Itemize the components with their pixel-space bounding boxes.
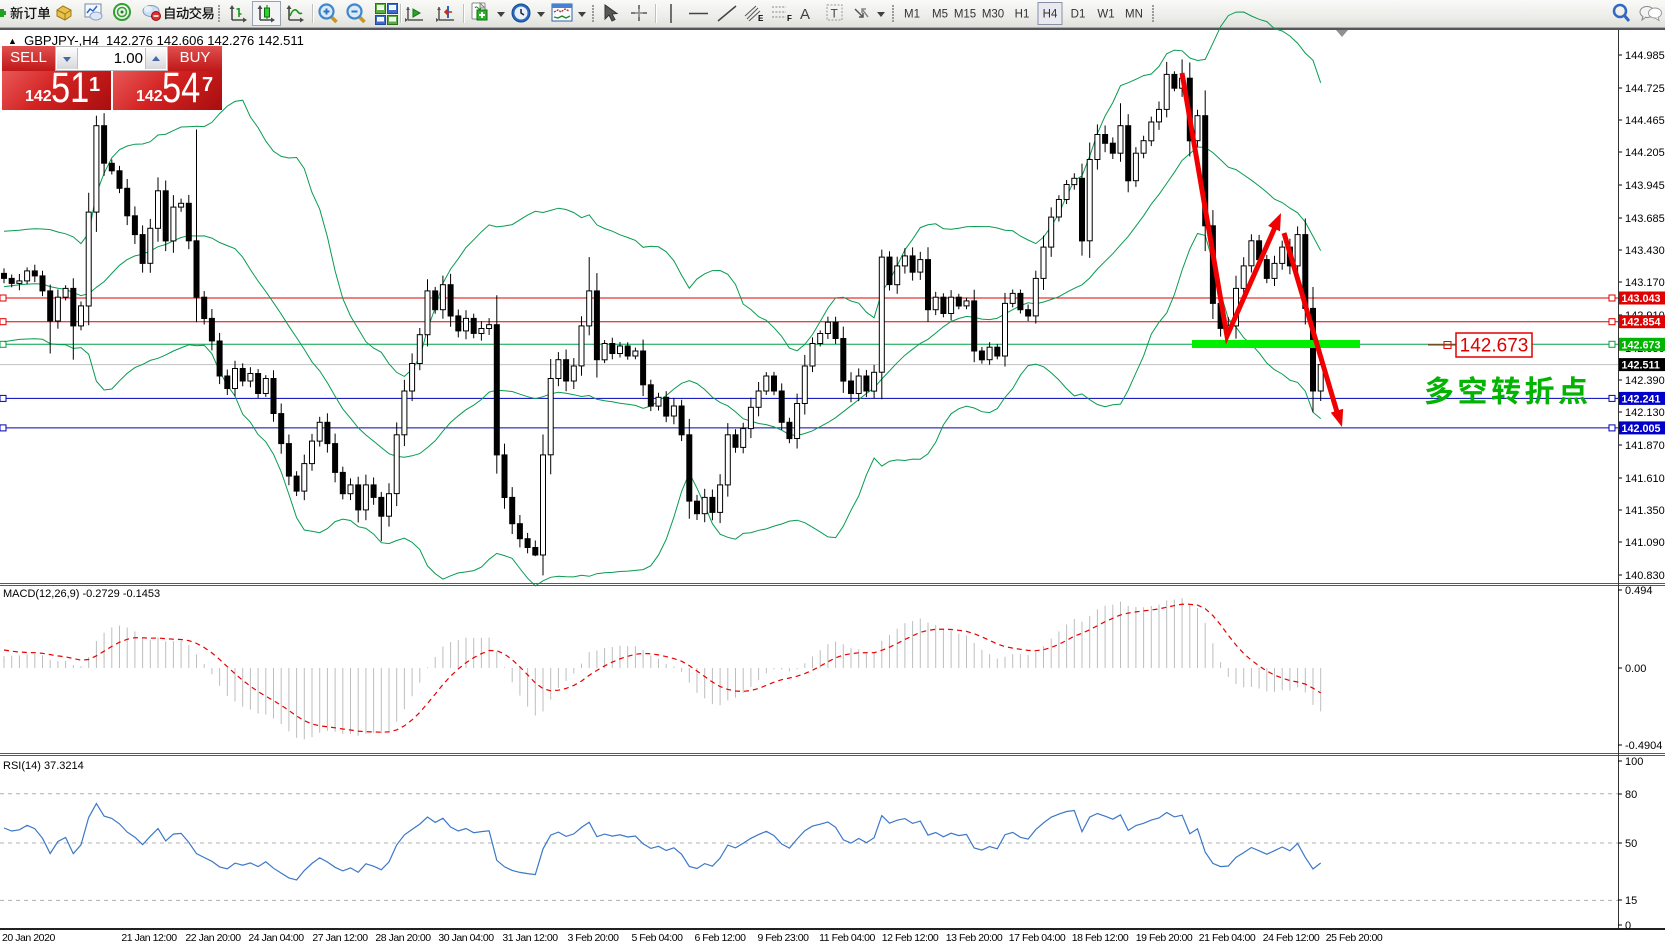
svg-text:0.00: 0.00 [1625, 663, 1646, 675]
svg-text:12 Feb 12:00: 12 Feb 12:00 [882, 932, 939, 944]
svg-text:0: 0 [1625, 920, 1631, 932]
svg-text:D1: D1 [1071, 9, 1086, 21]
svg-text:50: 50 [1625, 838, 1637, 850]
svg-text:RSI(14) 37.3214: RSI(14) 37.3214 [3, 760, 84, 772]
svg-text:11 Feb 04:00: 11 Feb 04:00 [819, 932, 875, 944]
svg-text:21 Feb 04:00: 21 Feb 04:00 [1199, 932, 1256, 944]
svg-text:MN: MN [1125, 9, 1143, 21]
svg-text:-0.4904: -0.4904 [1625, 740, 1662, 752]
svg-text:80: 80 [1625, 789, 1637, 801]
svg-text:28 Jan 20:00: 28 Jan 20:00 [375, 932, 431, 944]
svg-text:9 Feb 23:00: 9 Feb 23:00 [757, 932, 809, 944]
svg-text:A: A [800, 6, 810, 23]
svg-text:144.465: 144.465 [1625, 115, 1665, 127]
svg-text:141.350: 141.350 [1625, 505, 1665, 517]
svg-text:25 Feb 20:00: 25 Feb 20:00 [1326, 932, 1383, 944]
svg-text:F: F [787, 14, 792, 23]
svg-text:141.090: 141.090 [1625, 537, 1665, 549]
svg-text:H1: H1 [1015, 9, 1030, 21]
svg-text:22 Jan 20:00: 22 Jan 20:00 [185, 932, 241, 944]
svg-text:24 Feb 12:00: 24 Feb 12:00 [1263, 932, 1320, 944]
svg-text:142.241: 142.241 [1622, 393, 1661, 405]
svg-text:142.854: 142.854 [1622, 317, 1661, 329]
svg-text:143.043: 143.043 [1622, 293, 1661, 305]
svg-text:142.673: 142.673 [1622, 339, 1661, 351]
svg-text:21 Jan 12:00: 21 Jan 12:00 [121, 932, 177, 944]
svg-text:142.390: 142.390 [1625, 375, 1665, 387]
svg-text:31 Jan 12:00: 31 Jan 12:00 [502, 932, 558, 944]
svg-text:142.511: 142.511 [1622, 360, 1660, 372]
svg-text:140.830: 140.830 [1625, 570, 1665, 582]
svg-text:142.673: 142.673 [1460, 336, 1529, 357]
svg-text:15: 15 [1625, 895, 1637, 907]
svg-text:M1: M1 [904, 9, 920, 21]
svg-text:5 Feb 04:00: 5 Feb 04:00 [631, 932, 683, 944]
svg-text:M30: M30 [982, 9, 1004, 21]
svg-text:143.685: 143.685 [1625, 213, 1665, 225]
svg-text:T: T [831, 7, 839, 21]
svg-text:27 Jan 12:00: 27 Jan 12:00 [312, 932, 368, 944]
svg-text:E: E [758, 14, 764, 23]
svg-text:144.725: 144.725 [1625, 83, 1665, 95]
svg-text:141.870: 141.870 [1625, 440, 1665, 452]
svg-text:144.985: 144.985 [1625, 50, 1665, 62]
svg-text:143.945: 143.945 [1625, 180, 1665, 192]
svg-text:M5: M5 [932, 9, 948, 21]
svg-text:13 Feb 20:00: 13 Feb 20:00 [946, 932, 1003, 944]
svg-text:MACD(12,26,9) -0.2729 -0.1453: MACD(12,26,9) -0.2729 -0.1453 [3, 588, 160, 600]
svg-text:143.170: 143.170 [1625, 277, 1665, 289]
svg-text:24 Jan 04:00: 24 Jan 04:00 [248, 932, 304, 944]
svg-text:18 Feb 12:00: 18 Feb 12:00 [1072, 932, 1129, 944]
svg-text:H4: H4 [1043, 9, 1058, 21]
svg-text:100: 100 [1625, 756, 1643, 768]
svg-text:W1: W1 [1097, 9, 1114, 21]
svg-text:17 Feb 04:00: 17 Feb 04:00 [1009, 932, 1066, 944]
svg-text:143.430: 143.430 [1625, 245, 1665, 257]
svg-text:144.205: 144.205 [1625, 147, 1665, 159]
svg-text:142.005: 142.005 [1622, 423, 1661, 435]
svg-text:20 Jan 2020: 20 Jan 2020 [2, 932, 55, 944]
svg-text:M15: M15 [954, 9, 976, 21]
svg-text:142.910: 142.910 [1625, 310, 1665, 322]
svg-text:0.494: 0.494 [1625, 585, 1653, 597]
svg-text:3 Feb 20:00: 3 Feb 20:00 [567, 932, 619, 944]
svg-text:19 Feb 20:00: 19 Feb 20:00 [1136, 932, 1193, 944]
svg-text:142.130: 142.130 [1625, 407, 1665, 419]
svg-text:141.610: 141.610 [1625, 473, 1665, 485]
svg-text:6 Feb 12:00: 6 Feb 12:00 [694, 932, 746, 944]
svg-text:142.650: 142.650 [1625, 343, 1665, 355]
svg-text:30 Jan 04:00: 30 Jan 04:00 [438, 932, 494, 944]
